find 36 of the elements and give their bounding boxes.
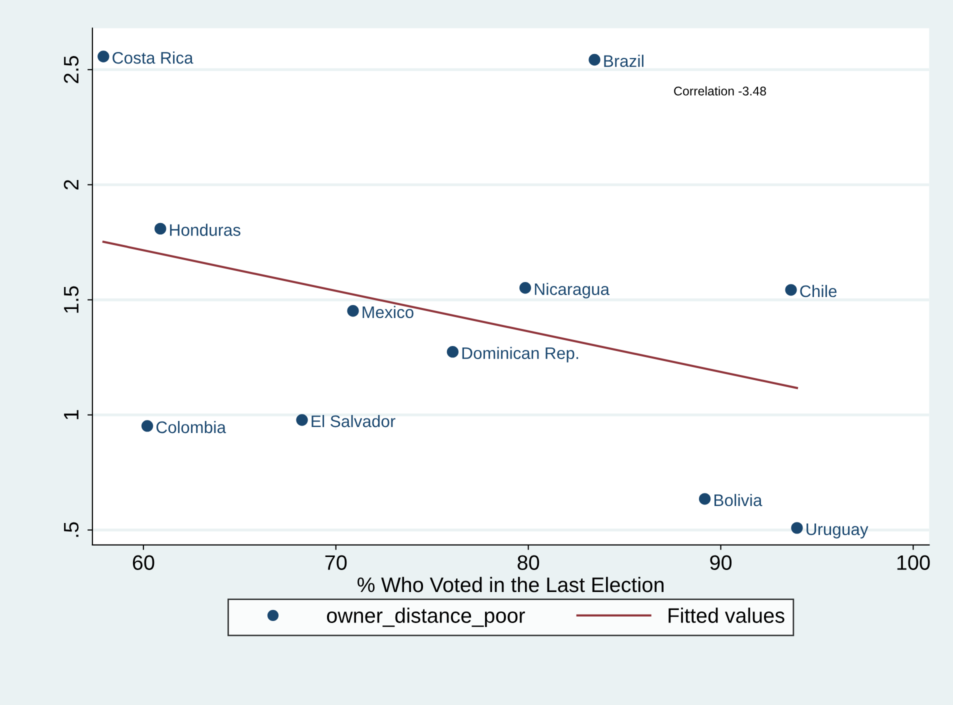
point <box>791 522 803 534</box>
y-tick-label: 2.5 <box>64 56 79 84</box>
annotation: Honduras <box>170 224 240 236</box>
point <box>154 222 166 235</box>
annotation: Uruguay <box>806 524 868 538</box>
y-tick-label: 1.5 <box>64 286 79 313</box>
x-tick-label: 60 <box>132 555 154 570</box>
x-tick-label: 90 <box>710 555 732 570</box>
annotation: Correlation -3.48 <box>674 86 766 96</box>
x-tick-label: 80 <box>518 555 540 570</box>
annotation: Costa Rica <box>112 52 194 64</box>
legend-label: owner_distance_poor <box>326 608 525 628</box>
annotation: Colombia <box>156 420 226 434</box>
point <box>446 346 459 358</box>
y-tick-label: .5 <box>64 522 79 537</box>
point <box>296 414 308 426</box>
annotation: Brazil <box>604 54 644 67</box>
annotation: Mexico <box>362 306 414 318</box>
legend-label: Fitted values <box>668 608 784 623</box>
point <box>98 50 110 62</box>
annotation: Chile <box>800 284 837 298</box>
point <box>588 54 600 66</box>
y-tick-label: 2 <box>64 180 78 190</box>
annotation: El Salvador <box>312 414 396 428</box>
x-tick-label: 70 <box>325 555 347 570</box>
point <box>519 282 532 294</box>
annotation: Nicaragua <box>534 282 610 298</box>
point <box>785 284 797 296</box>
x-tick-label: 100 <box>897 555 930 570</box>
point <box>698 493 711 505</box>
annotation: Dominican Rep. <box>462 346 578 362</box>
point <box>347 305 359 317</box>
annotation: Bolivia <box>714 494 762 506</box>
x-axis-title: % Who Voted in the Last Election <box>358 576 664 592</box>
y-tick-label: 1 <box>64 410 78 420</box>
point <box>141 420 154 432</box>
